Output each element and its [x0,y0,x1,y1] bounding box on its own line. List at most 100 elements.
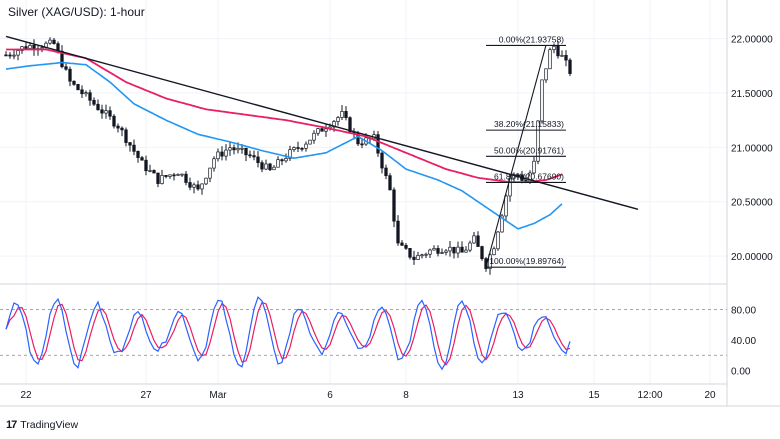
candle-body [76,84,80,91]
candle-body [556,45,560,57]
candle-body [304,143,308,149]
candle-body [4,54,8,57]
candle-body [536,120,540,162]
candle-body [92,99,96,105]
candle-body [456,246,460,254]
candle-body [504,195,508,217]
candle-body [236,147,240,151]
candle-body [288,149,292,159]
candle-body [120,127,124,131]
candle-body [268,163,272,171]
candle-body [560,55,564,57]
fib-swing-line [485,44,547,268]
candle-body [156,172,160,184]
candle-body [476,235,480,247]
time-tick-label: 20 [704,390,716,401]
time-tick-label: Mar [209,390,227,401]
candle-body [100,109,104,114]
candle-body [68,68,72,82]
moving-averages [5,48,563,230]
candle-body [452,246,456,254]
tradingview-logo-icon: 17 [6,419,17,431]
price-tick-label: 22.00000 [731,35,773,46]
candle-body [48,39,52,44]
candle-body [152,170,156,174]
oscillator-tick-label: 80.00 [731,305,756,316]
candle-body [280,159,284,162]
candle-body [336,117,340,122]
candle-body [196,184,200,190]
time-tick-label: 13 [512,390,524,401]
candle-body [564,55,568,61]
candle-body [172,174,176,177]
candle-body [140,157,144,161]
candle-body [428,249,432,255]
candle-body [276,159,280,168]
candle-body [28,45,32,49]
candle-body [348,117,352,133]
candle-body [496,231,500,250]
tradingview-brand[interactable]: 17 TradingView [6,419,78,431]
candle-body [160,175,164,184]
candle-body [72,80,76,85]
candle-body [292,147,296,151]
candle-body [212,158,216,169]
candle-body [192,184,196,188]
candle-body [492,248,496,256]
candle-body [204,177,208,185]
candle-body [136,151,140,158]
candle-body [80,89,84,95]
time-tick-label: 15 [588,390,600,401]
candle-body [340,111,344,118]
candle-body [416,255,420,260]
candle-body [424,253,428,256]
candle-body [544,68,548,81]
price-tick-label: 21.50000 [731,89,773,100]
time-axis-ticks: 22 27 Mar 6 8 13 15 12:00 20 [20,390,716,401]
candle-body [384,167,388,177]
candle-body [468,242,472,251]
candle-body [104,110,108,114]
candle-body [248,154,252,157]
ema-red-line [6,48,563,183]
candle-body [220,151,224,157]
candle-body [176,174,180,176]
time-tick-label: 27 [140,390,152,401]
candle-body [96,103,100,111]
fibonacci-retracement: 0.00%(21.93758) 38.20%(21.15833) 50.00%(20… [485,34,566,268]
candle-body [64,66,68,70]
candle-body [144,159,148,172]
candle-body [228,147,232,151]
candle-body [552,45,556,51]
candle-body [360,143,364,146]
candle-body [404,244,408,249]
candle-body [408,248,412,258]
candle-body [472,235,476,244]
price-tick-label: 20.00000 [731,252,773,263]
ema-blue-line [5,61,563,230]
candle-body [420,254,424,257]
price-axis-ticks: 22.00000 21.50000 21.00000 20.50000 20.00000 [731,35,773,263]
candle-body [332,121,336,128]
fib-level-label: 61.80%(20.67690) [494,171,564,181]
candle-body [208,167,212,179]
candle-body [460,246,464,253]
candle-body [200,183,204,190]
candle-body [216,151,220,160]
candle-body [548,49,552,70]
candle-body [500,215,504,233]
candle-body [324,128,328,132]
candle-body [464,249,468,253]
candle-body [392,189,396,222]
candle-body [128,142,132,146]
oscillator-tick-label: 40.00 [731,336,756,347]
candle-body [516,174,520,177]
price-tick-label: 21.00000 [731,143,773,154]
candle-body [296,147,300,149]
fib-level-label: 38.20%(21.15833) [494,119,564,129]
fib-level-label: 0.00%(21.93758) [499,34,564,44]
candle-body [568,59,572,74]
candle-body [344,111,348,118]
candle-body [312,132,316,141]
